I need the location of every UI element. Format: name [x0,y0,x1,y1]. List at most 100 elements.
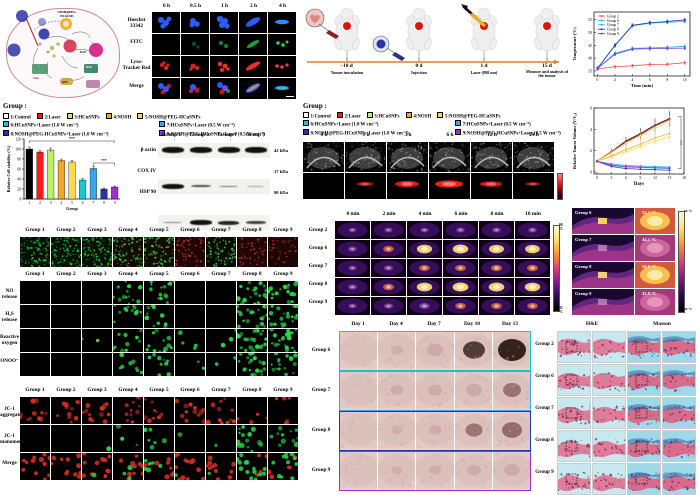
legend-swatch-2 [37,113,43,119]
ir-colorbar [678,211,685,313]
he-image-cell [557,463,591,495]
tumor-photo-panel: Day 1 Day 4 Day 7 Day 10 Day 13 Group 6 … [305,322,530,490]
live-dead-image-grid [20,237,298,267]
thermal-image-cell [371,240,406,258]
he-image-cell [592,331,626,363]
micrograph-cell [20,281,50,304]
micrograph-cell [206,425,236,452]
micrograph-cell [237,397,267,424]
micrograph-cell [51,329,81,352]
temperature-plot: 35404550550246810Group 2Group 6Group 7Gr… [568,2,698,98]
svg-text:Time (min): Time (min) [631,83,653,88]
tumor-photo-cell [416,372,453,410]
ir-image-grid: Group 654.3 °CGroup 744.1 °CGroup 854.9 … [572,208,675,315]
blot-mw-bactin: 42 kDa [274,148,288,153]
ir-scale-max: 60 °C [684,209,692,213]
thermal-image-cell [335,240,370,258]
jc1-col-9: Group 9 [268,388,298,394]
tumor-photo-cell [378,372,415,410]
legend-item-3: 3:HCuSNPs [67,113,100,122]
uptake-row-fitc: FITC [122,40,151,46]
uptake-image-cell [239,12,267,33]
legend-swatch-5 [137,113,143,119]
uptake-col-4h: 4 h [268,4,297,10]
svg-text:Group 9: Group 9 [607,32,619,36]
blot-mw-coxiv: 17 kDa [274,169,288,174]
micrograph-cell [51,305,81,328]
legend-label-7: 7:HCuSNPs+Laser (0.5 W cm⁻²) [167,124,235,129]
he-image-cell [592,397,626,429]
ir-group-label: Group 8 [575,264,591,269]
uptake-image-grid [152,12,296,99]
probe-col-9: Group 9 [268,272,298,278]
timeline-point-3: 15 d Measure and analysis of the tumor [523,64,571,79]
thermal-row-g7: Group 7 [303,264,333,270]
micrograph-cell [175,305,205,328]
jc1-row-monomers: JC-1 monomers [0,434,19,445]
svg-text:0: 0 [590,170,592,174]
thermal-image-cell [479,259,514,277]
micrograph-cell [20,453,50,480]
svg-text:5: 5 [71,201,73,205]
uptake-col-2h: 2 h [239,4,268,10]
uptake-image-cell [181,12,209,33]
micrograph-cell [113,237,143,267]
micrograph-cell [113,329,143,352]
he-image-cell [557,331,591,363]
svg-text:35: 35 [588,69,592,73]
he-image-cell [557,397,591,429]
western-blot-panel: Group 1 Group 6 Group 7 Group 9 β-actin … [128,133,298,213]
ir-zoom-image: 54.3 °C [635,208,675,234]
legend2-item-2: 2:Laser [337,112,361,121]
legend-swatch-3 [67,113,73,119]
photo-col-d10: Day 10 [453,322,491,328]
legend-label-2: 2:Laser [45,115,61,120]
thermal-panel: 0 min 2 min 4 min 6 min 8 min 10 min Gro… [303,212,565,317]
jc1-col-4: Group 4 [113,388,143,394]
micrograph-cell [51,237,81,267]
micrograph-cell [237,453,267,480]
micrograph-cell [113,353,143,376]
thermal-image-cell [371,297,406,315]
livedead-col-1: Group 1 [20,228,50,234]
livedead-col-7: Group 7 [206,228,236,234]
thermal-col-10: 10 min [515,212,551,218]
ultrasound-bmode-cell [387,142,428,172]
ir-scale-min: 30 °C [684,307,692,311]
tumor-photo-cell [416,452,453,490]
thermal-row-g2: Group 2 [303,228,333,234]
schematic-arrows [4,4,122,100]
svg-text:Days: Days [634,182,644,187]
micrograph-cell [51,397,81,424]
blot-strip-bactin [158,143,270,158]
svg-text:50: 50 [588,31,592,35]
tumor-photo-cell [416,332,453,370]
micrograph-cell [82,329,112,352]
thermal-image-cell [335,221,370,239]
blot-mw-hsp90: 90 kDa [274,190,288,195]
svg-text:6: 6 [590,107,592,111]
us-col-3h: 3 h [387,133,429,139]
svg-text:10: 10 [683,78,687,82]
thermal-image-cell [371,221,406,239]
histology-column-headers: H&E Masson [557,322,697,330]
tumor-photo-cell [378,452,415,490]
legend-item-4: 4:NOSH [106,113,131,122]
svg-text:3: 3 [610,176,612,180]
group-legend-invivo-title: Group : [303,101,593,112]
jc1-col-6: Group 6 [175,388,205,394]
blot-row-hsp90: HSP 90 [128,190,156,196]
legend2-item-7: 7:HCuSNPs+Laser (0.5 W cm⁻²) [455,120,530,129]
uptake-image-cell [152,56,180,77]
ir-zoom-image: 54.9 °C [635,262,675,288]
micrograph-cell [175,453,205,480]
photoacoustic-cell [387,173,428,199]
micrograph-cell [20,353,50,376]
legend2-label-2: 2:Laser [345,114,361,119]
uptake-row-lyso: Lyso-Tracker Red [122,60,151,71]
thermal-image-cell [479,221,514,239]
svg-text:***: *** [680,140,684,145]
legend-label-5: 5:NOSH@PEG-HCuSNPs [145,115,200,120]
jc1-col-5: Group 5 [144,388,174,394]
jc1-row-aggregates: JC-1 aggregates [0,407,19,418]
